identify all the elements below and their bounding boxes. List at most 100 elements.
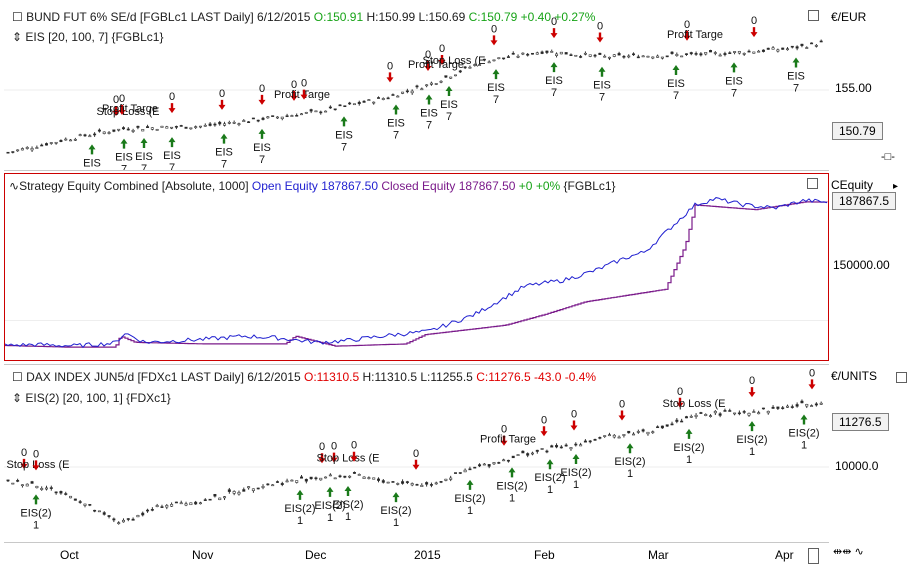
bund-entry-count: 7 — [446, 111, 452, 123]
dax-candle — [150, 509, 154, 511]
zoom-controls-icon[interactable]: ⇹⇹ ∿ — [833, 546, 864, 558]
bund-candle — [482, 58, 486, 61]
dax-candle — [141, 512, 145, 516]
bund-candle — [348, 102, 352, 105]
dax-stop-loss-label: Stop Loss (E — [663, 398, 726, 410]
x-label-mar: Mar — [648, 548, 669, 562]
bund-candle — [728, 52, 732, 55]
dax-entry-count: 1 — [547, 484, 553, 496]
dax-exit-arrow — [676, 397, 684, 408]
bund-candle — [49, 142, 53, 144]
bund-candle — [439, 80, 443, 83]
bund-exit-arrow — [683, 30, 691, 41]
bund-exit-zero: 0 — [684, 19, 690, 31]
bund-candle — [309, 109, 313, 112]
dax-exit-zero: 0 — [331, 441, 337, 453]
dax-exit-arrow — [540, 426, 548, 437]
crosshair-icon[interactable]: -□- — [881, 151, 895, 163]
bund-long-arrow — [140, 137, 148, 148]
dax-candle — [656, 426, 660, 429]
dax-candle — [728, 410, 732, 412]
dax-candle — [218, 497, 222, 501]
bund-candle — [478, 64, 482, 66]
dax-candle — [737, 412, 741, 415]
dax-candle — [189, 502, 193, 506]
bund-candle — [189, 127, 193, 130]
bund-exit-arrow — [258, 94, 266, 105]
equity-pane[interactable]: ∿Strategy Equity Combined [Absolute, 100… — [4, 173, 829, 361]
dax-pane[interactable]: EIS(2) 1 EIS(2) 1 EIS(2) 1 EIS(2) 1 EIS(2) 1 EIS(2… — [4, 364, 829, 543]
dax-candle — [69, 495, 73, 499]
bund-candle — [646, 55, 650, 58]
dax-candle — [699, 412, 703, 414]
dax-candle — [338, 475, 342, 478]
dax-candle — [11, 482, 15, 485]
dax-candle — [641, 429, 645, 432]
dax-candle — [88, 504, 92, 506]
dax-candle — [569, 447, 573, 450]
dax-candle — [742, 411, 746, 413]
dax-candle — [213, 494, 217, 497]
bund-exit-arrow — [300, 89, 308, 100]
bund-candle — [810, 42, 814, 45]
bund-long-arrow — [492, 69, 500, 80]
open-equity: Open Equity 187867.50 — [251, 179, 378, 193]
x-label-feb: Feb — [534, 548, 555, 562]
bund-candle — [78, 134, 82, 136]
bund-long-arrow — [340, 116, 348, 127]
dax-long-arrow — [508, 467, 516, 478]
bund-candle — [723, 53, 727, 55]
dax-candle — [429, 484, 433, 486]
bund-low: L:150.69 — [418, 10, 466, 24]
bund-candle — [742, 53, 746, 55]
equity-close-icon[interactable] — [807, 178, 818, 189]
dax-entry-label: EIS(2) — [736, 434, 767, 446]
dax-high: H:11310.5 — [362, 370, 418, 384]
dax-candle — [362, 476, 366, 479]
bund-close-icon[interactable] — [808, 10, 819, 21]
bund-candle — [20, 148, 24, 151]
bund-change-pct: +0.27% — [554, 10, 596, 24]
indicator-icon: ⇕ — [12, 30, 26, 44]
bund-candle — [737, 51, 741, 54]
bund-candle — [684, 53, 688, 55]
dax-candle — [555, 445, 559, 448]
dax-candle — [694, 414, 698, 417]
bund-exit-zero: 0 — [439, 43, 445, 55]
dax-candle — [545, 450, 549, 453]
dax-exit-arrow — [20, 458, 28, 469]
dax-candle — [44, 487, 48, 490]
bund-candle — [752, 51, 756, 54]
open-equity-line — [5, 197, 828, 349]
bund-entry-label: EIS — [135, 151, 153, 163]
dax-candle — [247, 486, 251, 489]
dax-entry-count: 1 — [801, 440, 807, 452]
dax-unit: €/UNITS — [831, 369, 878, 383]
scroll-end-icon[interactable] — [808, 548, 819, 564]
bund-entry-count: 7 — [141, 163, 147, 170]
dax-candle — [328, 474, 332, 477]
bund-entry-count: 7 — [341, 141, 347, 153]
bund-pane[interactable]: EIS7EIS7EIS7EIS7EIS7EIS7EIS7EIS7EIS7EIS7… — [4, 6, 829, 171]
dax-candle — [25, 483, 29, 487]
bund-candle — [386, 97, 390, 100]
dax-candle — [223, 496, 227, 499]
dax-candle — [386, 481, 390, 484]
bund-candle — [213, 123, 217, 126]
bund-candle — [617, 53, 621, 56]
bund-candle — [328, 106, 332, 109]
bund-candle — [227, 122, 231, 124]
dax-close-icon[interactable] — [896, 372, 907, 383]
bund-candle — [607, 56, 611, 59]
dax-candle — [121, 519, 125, 523]
dax-entry-count: 1 — [467, 505, 473, 517]
bund-candle — [747, 50, 751, 53]
dax-candle — [487, 464, 491, 467]
bund-candle — [636, 56, 640, 59]
bund-close: C:150.79 — [468, 10, 518, 24]
bund-candle — [223, 123, 227, 126]
dax-candle — [107, 515, 111, 517]
bund-candle — [290, 115, 294, 117]
dax-candle — [478, 464, 482, 467]
bund-exit-arrow — [386, 72, 394, 83]
